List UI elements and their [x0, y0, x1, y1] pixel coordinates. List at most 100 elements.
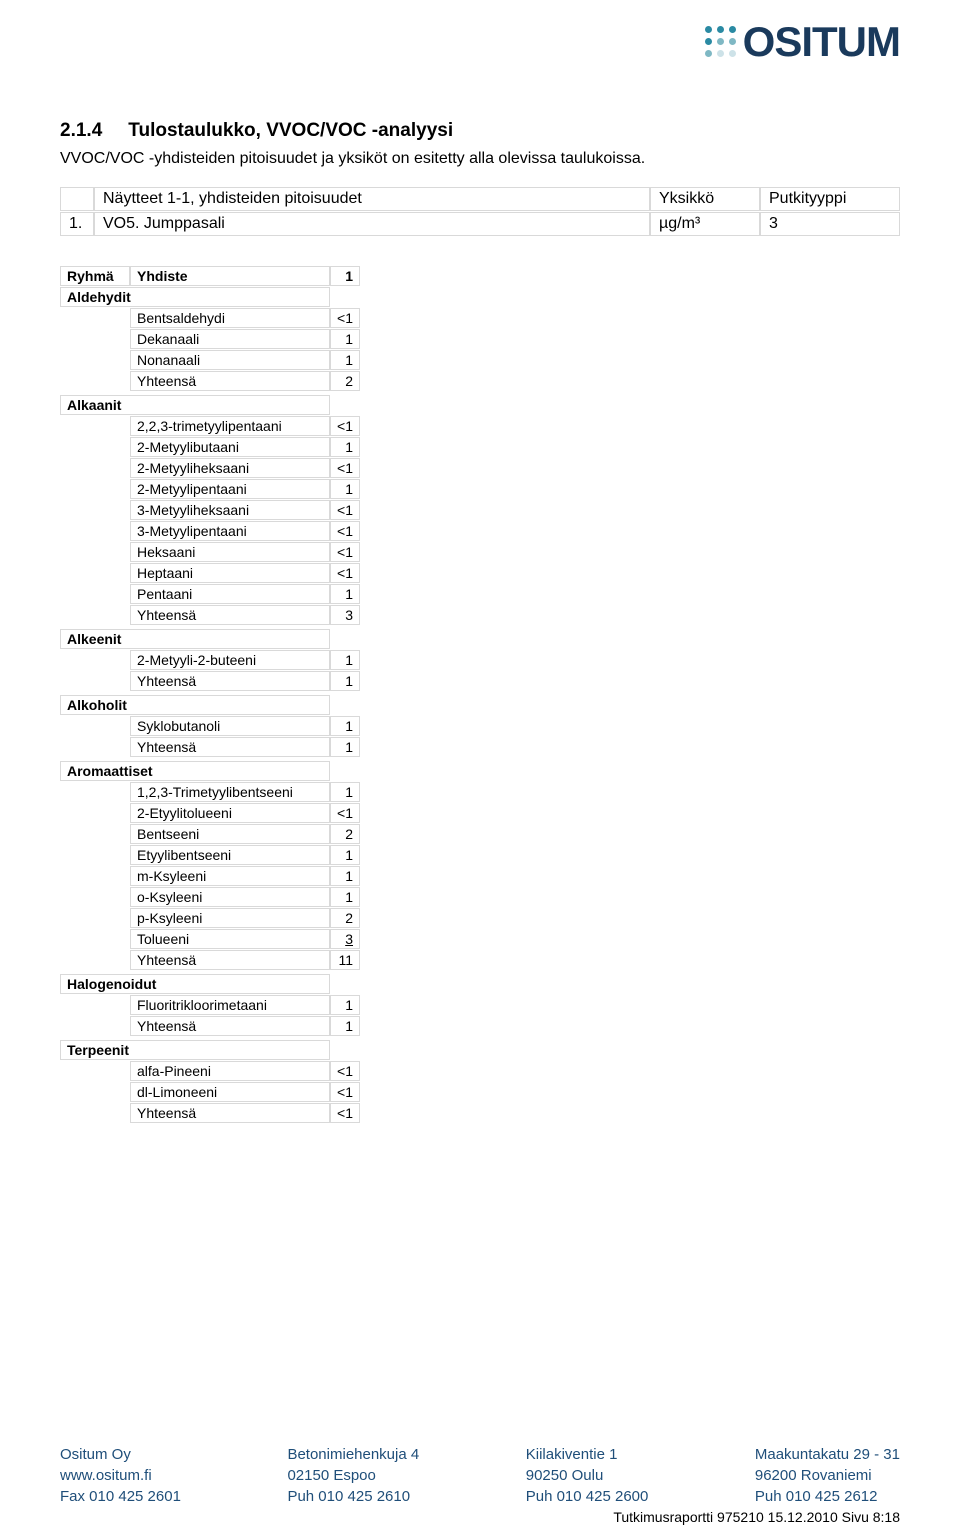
table-row: Yhteensä2: [60, 371, 360, 391]
cell: 2-Metyyli-2-buteeni: [130, 650, 330, 670]
col-header: Yksikkö: [650, 187, 760, 211]
table-row: Bentseeni2: [60, 824, 360, 844]
table-row: Terpeenit: [60, 1040, 360, 1060]
cell: Syklobutanoli: [130, 716, 330, 736]
cell: [60, 1103, 130, 1123]
cell: 1: [330, 671, 360, 691]
cell: Halogenoidut: [60, 974, 330, 994]
footer-line: 02150 Espoo: [287, 1465, 419, 1486]
cell: [60, 1061, 130, 1081]
cell: [60, 866, 130, 886]
logo-dot: [717, 26, 724, 33]
table-row: Yhteensä1: [60, 671, 360, 691]
cell: [330, 629, 360, 649]
cell: m-Ksyleeni: [130, 866, 330, 886]
table-row: 3-Metyylipentaani<1: [60, 521, 360, 541]
logo-dot: [705, 38, 712, 45]
cell: <1: [330, 500, 360, 520]
table-row: Bentsaldehydi<1: [60, 308, 360, 328]
cell: [60, 416, 130, 436]
compound-table: RyhmäYhdiste1AldehyditBentsaldehydi<1Dek…: [60, 265, 360, 1124]
table-row: [60, 971, 360, 973]
cell: Heptaani: [130, 563, 330, 583]
table-row: [60, 626, 360, 628]
footer-line: Maakuntakatu 29 - 31: [755, 1444, 900, 1465]
cell: Aromaattiset: [60, 761, 330, 781]
samples-table: Näytteet 1-1, yhdisteiden pitoisuudet Yk…: [60, 186, 900, 237]
cell: 3: [330, 605, 360, 625]
cell: [60, 371, 130, 391]
cell: p-Ksyleeni: [130, 908, 330, 928]
cell: <1: [330, 308, 360, 328]
table-row: Heptaani<1: [60, 563, 360, 583]
table-row: Alkoholit: [60, 695, 360, 715]
table-row: Dekanaali1: [60, 329, 360, 349]
table-row: 3-Metyyliheksaani<1: [60, 500, 360, 520]
cell: o-Ksyleeni: [130, 887, 330, 907]
cell: [60, 929, 130, 949]
cell: [60, 350, 130, 370]
cell: Yhteensä: [130, 1103, 330, 1123]
cell: Yhteensä: [130, 950, 330, 970]
cell: [60, 758, 360, 760]
cell: [60, 782, 130, 802]
logo: OSITUM: [705, 18, 900, 66]
cell: [60, 971, 360, 973]
cell: [60, 737, 130, 757]
cell: 3-Metyylipentaani: [130, 521, 330, 541]
cell: 1: [330, 866, 360, 886]
table-row: Halogenoidut: [60, 974, 360, 994]
cell: [330, 287, 360, 307]
col-header: Ryhmä: [60, 266, 130, 286]
cell: [60, 950, 130, 970]
cell: 2-Metyyliheksaani: [130, 458, 330, 478]
footer-line: Fax 010 425 2601: [60, 1486, 181, 1507]
logo-dot: [729, 50, 736, 57]
cell: [60, 584, 130, 604]
footer-line: Puh 010 425 2610: [287, 1486, 419, 1507]
cell: Pentaani: [130, 584, 330, 604]
table-row: [60, 1037, 360, 1039]
table-row: 2-Metyyliheksaani<1: [60, 458, 360, 478]
cell: [60, 542, 130, 562]
cell: 3: [760, 212, 900, 236]
cell: [60, 845, 130, 865]
cell: Alkeenit: [60, 629, 330, 649]
cell: [330, 1040, 360, 1060]
cell: <1: [330, 521, 360, 541]
cell: 1: [330, 479, 360, 499]
logo-dot: [705, 26, 712, 33]
cell: Bentseeni: [130, 824, 330, 844]
cell: [60, 605, 130, 625]
cell: <1: [330, 416, 360, 436]
logo-text: OSITUM: [743, 18, 900, 66]
table-row: 2-Etyylitolueeni<1: [60, 803, 360, 823]
cell: [60, 1037, 360, 1039]
logo-dot: [705, 50, 712, 57]
logo-dots: [705, 26, 737, 58]
cell: Dekanaali: [130, 329, 330, 349]
cell: [60, 908, 130, 928]
cell: 2-Etyylitolueeni: [130, 803, 330, 823]
cell: 1: [330, 845, 360, 865]
cell: 1,2,3-Trimetyylibentseeni: [130, 782, 330, 802]
cell: <1: [330, 563, 360, 583]
footer-col: Kiilakiventie 1 90250 Oulu Puh 010 425 2…: [526, 1444, 649, 1507]
cell: 1: [330, 437, 360, 457]
cell: Nonanaali: [130, 350, 330, 370]
col-header: 1: [330, 266, 360, 286]
main-content: 2.1.4 Tulostaulukko, VVOC/VOC -analyysi …: [60, 120, 900, 1124]
cell: Alkoholit: [60, 695, 330, 715]
table-row: Yhteensä3: [60, 605, 360, 625]
cell: 1: [330, 350, 360, 370]
cell: Bentsaldehydi: [130, 308, 330, 328]
footer: Ositum Oy www.ositum.fi Fax 010 425 2601…: [60, 1444, 900, 1507]
cell: 2: [330, 908, 360, 928]
cell: VO5. Jumppasali: [94, 212, 650, 236]
cell: <1: [330, 458, 360, 478]
cell: Terpeenit: [60, 1040, 330, 1060]
cell: 3-Metyyliheksaani: [130, 500, 330, 520]
cell: Etyylibentseeni: [130, 845, 330, 865]
table-row: Fluoritrikloorimetaani1: [60, 995, 360, 1015]
cell: 1: [330, 737, 360, 757]
